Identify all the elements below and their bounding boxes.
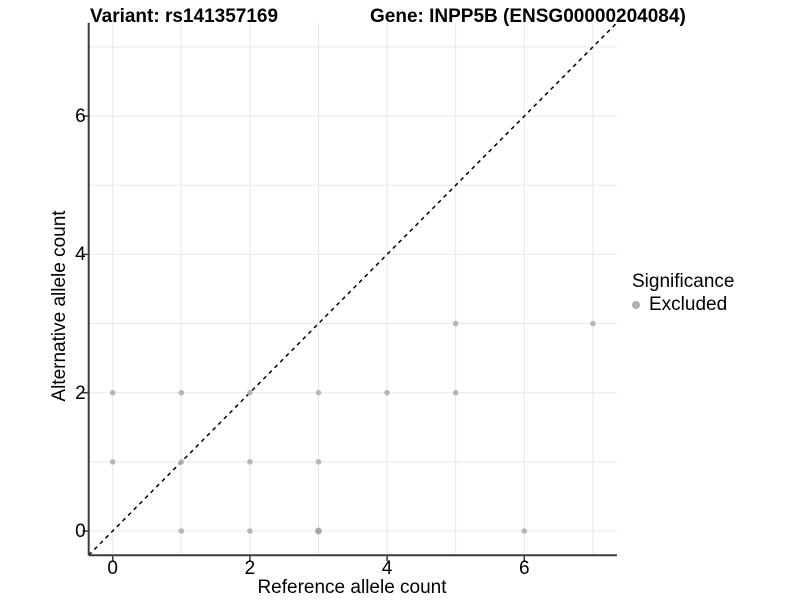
legend-item-excluded: Excluded [632, 294, 734, 316]
x-axis-title: Reference allele count [257, 577, 447, 598]
data-point [521, 528, 528, 534]
x-tick-label: 0 [107, 558, 118, 579]
data-point [384, 389, 390, 396]
data-point [109, 459, 116, 465]
legend-key-dot-icon [632, 301, 640, 309]
y-tick-label: 2 [75, 382, 86, 404]
data-point [178, 389, 185, 396]
data-point [452, 389, 459, 396]
data-point [315, 527, 322, 535]
y-tick-label: 4 [75, 244, 86, 266]
data-point [109, 389, 116, 396]
y-axis-title: Alternative allele count [49, 210, 70, 402]
data-point [247, 459, 253, 465]
x-tick-label: 4 [381, 558, 393, 579]
plot-title-gene: Gene: INPP5B (ENSG00000204084) [370, 6, 686, 27]
y-tick-label: 0 [75, 521, 86, 542]
data-point [247, 389, 253, 396]
legend-title: Significance [632, 271, 735, 292]
legend-item-label: Excluded [649, 294, 728, 315]
y-tick-label: 6 [75, 106, 86, 128]
data-point [315, 389, 322, 396]
identity-line-dashed [88, 22, 618, 556]
x-tick-label: 2 [244, 558, 256, 579]
data-point [178, 528, 185, 534]
data-point [590, 320, 596, 327]
data-point [315, 459, 322, 465]
x-tick-label: 6 [519, 558, 530, 579]
plot-title-variant: Variant: rs141357169 [90, 6, 279, 27]
data-point [178, 459, 185, 465]
data-point [452, 320, 459, 327]
data-point [247, 528, 253, 534]
legend: Significance Excluded [632, 271, 734, 316]
